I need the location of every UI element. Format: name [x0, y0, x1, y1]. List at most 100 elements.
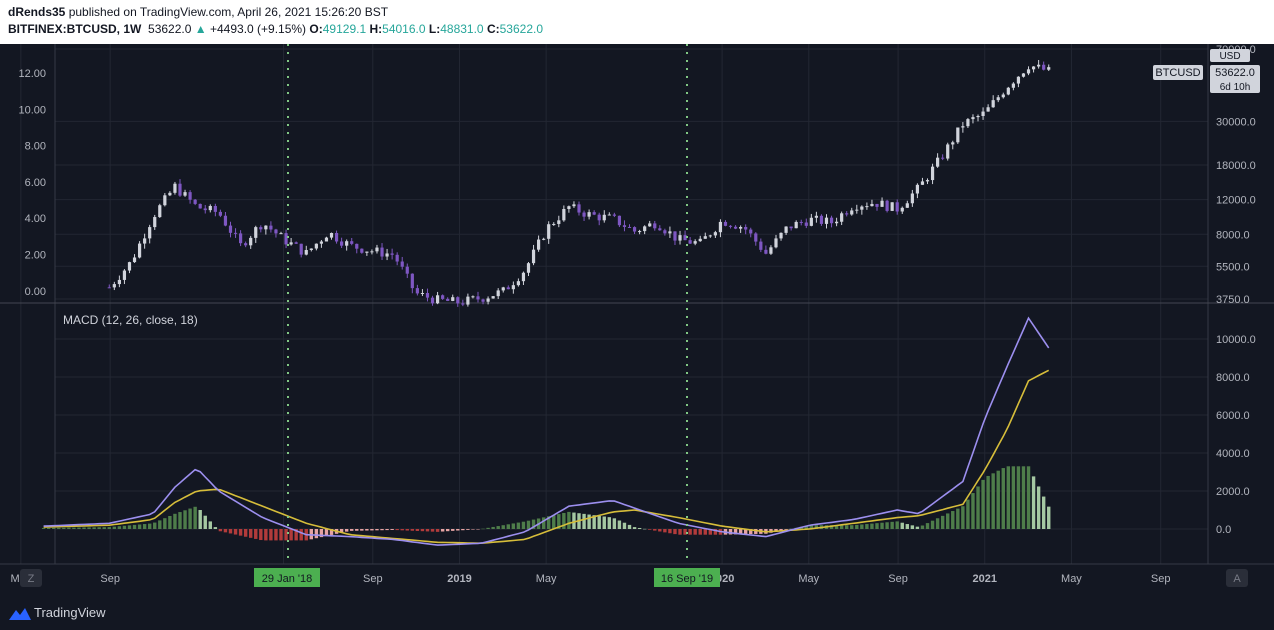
histogram-bar: [481, 528, 485, 530]
histogram-bar: [41, 528, 46, 529]
signal-line: [43, 369, 1050, 545]
candle-body: [163, 195, 167, 206]
histogram-bar: [738, 529, 743, 535]
right-tick-label: 12000.0: [1216, 195, 1256, 207]
candle-body: [648, 223, 652, 227]
histogram-bar: [829, 525, 834, 529]
histogram-bar: [102, 527, 106, 529]
right-tick-label: 5500.0: [1216, 261, 1250, 273]
price-change: +4493.0 (+9.15%): [209, 22, 307, 36]
histogram-bar: [415, 529, 420, 531]
histogram-bar: [213, 527, 218, 529]
candle-body: [900, 207, 904, 212]
z-button[interactable]: Z: [20, 569, 42, 587]
histogram-bar: [511, 523, 516, 529]
histogram-bar: [203, 515, 207, 529]
candle-body: [744, 226, 748, 230]
histogram-bar: [754, 529, 758, 534]
candle-body: [491, 296, 495, 299]
footer: TradingView: [0, 598, 1274, 630]
histogram-bar: [183, 510, 187, 529]
histogram-bar: [658, 529, 662, 532]
candle-body: [132, 257, 137, 263]
histogram-bar: [339, 529, 344, 533]
candle-body: [264, 225, 268, 230]
a-button[interactable]: A: [1226, 569, 1248, 587]
histogram-bar: [178, 512, 182, 529]
histogram-bar: [1016, 466, 1021, 529]
histogram-bar: [961, 506, 965, 529]
candle-body: [239, 233, 243, 244]
histogram-bar: [158, 520, 162, 529]
time-label: Sep: [363, 573, 383, 585]
candle-body: [461, 303, 465, 305]
candle-body: [956, 127, 960, 143]
time-label: Sep: [100, 573, 120, 585]
candle-body: [259, 227, 263, 230]
histogram-bar: [516, 522, 521, 529]
author[interactable]: dRends35: [8, 5, 66, 19]
histogram-bar: [430, 529, 435, 532]
candle-body: [481, 299, 485, 302]
candle-body: [228, 225, 233, 233]
candle-body: [324, 237, 329, 242]
currency-tag: USD: [1219, 51, 1240, 62]
candle-body: [789, 226, 793, 229]
candle-body: [476, 296, 480, 300]
candle-body: [814, 215, 818, 218]
histogram-bar: [905, 524, 910, 529]
publish-line: dRends35 published on TradingView.com, A…: [8, 5, 388, 19]
candle-body: [936, 157, 940, 167]
histogram-bar: [627, 524, 632, 529]
candle-body: [127, 262, 132, 271]
candle-body: [380, 247, 384, 257]
brand-name[interactable]: TradingView: [34, 605, 106, 620]
histogram-bar: [637, 527, 642, 529]
histogram-bar: [708, 529, 713, 535]
tradingview-logo-icon[interactable]: [8, 606, 32, 622]
candle-body: [319, 241, 324, 244]
candle-body: [703, 236, 707, 239]
candle-body: [885, 200, 889, 211]
candle-body: [860, 206, 864, 210]
histogram-bar: [355, 529, 359, 531]
histogram-bar: [314, 529, 319, 539]
candle-body: [542, 238, 546, 240]
right-tick-label: 18000.0: [1216, 160, 1256, 172]
histogram-bar: [779, 529, 783, 531]
right-price-axis[interactable]: 70000.030000.018000.012000.08000.05500.0…: [1216, 44, 1256, 306]
candle-body: [547, 224, 551, 239]
histogram-bar: [97, 527, 101, 529]
histogram-bar: [880, 522, 884, 529]
candle-body: [976, 116, 980, 118]
time-axis[interactable]: MaySepMaySep2019May2020MaySep2021MaySep: [10, 573, 1170, 585]
candle-body: [405, 266, 409, 274]
candle-body: [451, 297, 455, 301]
candle-body: [506, 287, 510, 290]
histogram-bar: [910, 525, 915, 529]
histogram-bar: [986, 475, 990, 529]
macd-axis[interactable]: 10000.0 8000.0 6000.0 4000.0 2000.0 0.0: [1216, 334, 1256, 536]
candle-body: [1047, 67, 1051, 70]
candle-body: [774, 238, 778, 248]
candle-body: [178, 183, 182, 196]
candle-body: [612, 214, 616, 216]
candle-body: [218, 211, 222, 216]
histogram-bar: [642, 528, 647, 530]
histogram-bar: [885, 522, 889, 529]
histogram-bar: [1011, 466, 1016, 529]
candle-body: [925, 180, 930, 182]
histogram-bar: [996, 470, 1000, 529]
candle-body: [567, 206, 571, 210]
candle-body: [941, 157, 945, 159]
candle-body: [638, 231, 642, 233]
histogram-bar: [117, 526, 122, 529]
candle-body: [183, 192, 187, 196]
histogram-bar: [264, 529, 268, 541]
high-value: 54016.0: [382, 22, 426, 36]
candle-body: [329, 232, 334, 238]
macd-label[interactable]: MACD (12, 26, close, 18): [63, 313, 198, 327]
histogram-bar: [653, 529, 657, 531]
